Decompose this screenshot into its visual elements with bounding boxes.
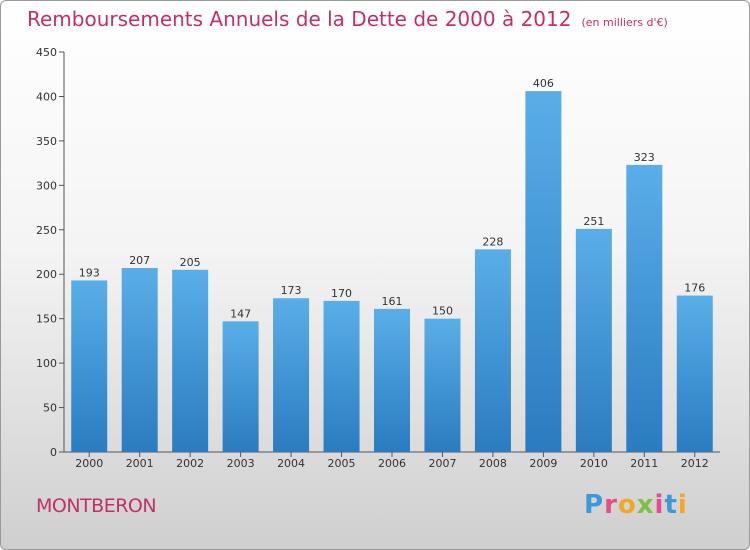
- y-tick-label: 200: [36, 268, 57, 281]
- logo-letter: x: [636, 490, 655, 520]
- value-labels: 193 207 205 147 173 170 161 150 228 406 251 323 176: [79, 77, 706, 320]
- x-tick-label-2012: 2012: [681, 457, 709, 470]
- proxiti-logo: Proxiti: [584, 490, 688, 520]
- value-label-2011: 323: [634, 151, 655, 164]
- bar-2010: [575, 228, 612, 452]
- x-tick-label-2008: 2008: [479, 457, 507, 470]
- commune-name: MONTBERON: [36, 495, 157, 517]
- bar-2004: [273, 298, 310, 452]
- x-tick-label-2002: 2002: [176, 457, 204, 470]
- x-tick-label-2009: 2009: [529, 457, 557, 470]
- bar-2008: [474, 249, 511, 452]
- y-tick-label: 100: [36, 357, 57, 370]
- bars: [71, 91, 713, 452]
- y-tick-label: 300: [36, 179, 57, 192]
- y-tick-label: 150: [36, 313, 57, 326]
- chart-title: Remboursements Annuels de la Dette de 20…: [27, 7, 668, 31]
- title-text: Remboursements Annuels de la Dette de 20…: [27, 7, 572, 31]
- logo-letter: i: [677, 490, 688, 520]
- bar-2002: [172, 269, 209, 452]
- y-tick-label: 450: [36, 46, 57, 59]
- bar-2011: [626, 164, 663, 452]
- logo-letter: i: [654, 490, 665, 520]
- logo-letter: t: [664, 490, 678, 520]
- value-label-2006: 161: [382, 295, 403, 308]
- bar-2005: [323, 300, 360, 452]
- bar-2000: [71, 280, 108, 452]
- value-label-2007: 150: [432, 305, 453, 318]
- bar-2001: [121, 268, 158, 452]
- bar-2009: [525, 91, 562, 452]
- x-tick-label-2010: 2010: [580, 457, 608, 470]
- value-label-2005: 170: [331, 287, 352, 300]
- y-tick-label: 350: [36, 135, 57, 148]
- y-tick-label: 250: [36, 224, 57, 237]
- logo-letter: o: [617, 490, 637, 520]
- y-tick-label: 0: [50, 446, 57, 459]
- bar-2006: [374, 308, 410, 452]
- x-tick-label-2005: 2005: [328, 457, 356, 470]
- value-label-2001: 207: [129, 254, 150, 267]
- value-label-2010: 251: [583, 215, 604, 228]
- logo-letter: P: [584, 490, 605, 520]
- value-label-2000: 193: [79, 266, 100, 279]
- value-label-2004: 173: [281, 284, 302, 297]
- y-tick-label: 400: [36, 90, 57, 103]
- x-tick-label-2003: 2003: [227, 457, 255, 470]
- value-label-2002: 205: [180, 256, 201, 269]
- value-label-2009: 406: [533, 77, 554, 90]
- value-label-2012: 176: [684, 282, 705, 295]
- logo-letter: r: [604, 490, 618, 520]
- x-tick-label-2001: 2001: [126, 457, 154, 470]
- bar-2003: [222, 321, 259, 452]
- x-tick-label-2007: 2007: [428, 457, 456, 470]
- bar-2012: [676, 295, 713, 452]
- x-tick-label-2006: 2006: [378, 457, 406, 470]
- x-tick-label-2000: 2000: [75, 457, 103, 470]
- y-tick-label: 50: [43, 402, 57, 415]
- x-tick-label-2011: 2011: [630, 457, 658, 470]
- axes: 0 50 100 150 200 250 300 350 400 450 2000 2001 2002 2…: [36, 46, 720, 470]
- unit-note: (en milliers d'€): [581, 16, 668, 29]
- x-tick-label-2004: 2004: [277, 457, 305, 470]
- value-label-2008: 228: [482, 235, 503, 248]
- value-label-2003: 147: [230, 307, 251, 320]
- bar-2007: [424, 318, 461, 452]
